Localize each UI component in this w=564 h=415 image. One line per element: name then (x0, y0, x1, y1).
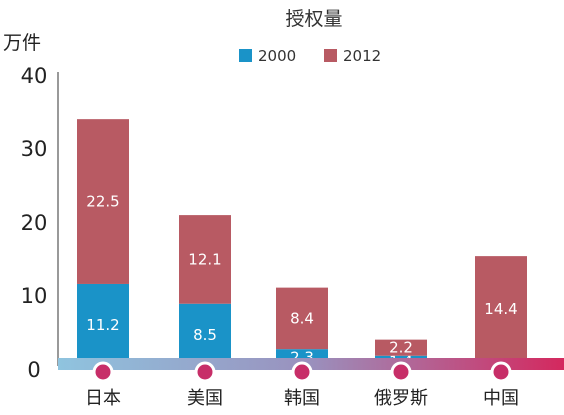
bars: 11.222.58.512.12.38.41.42.20.614.4 (77, 119, 527, 377)
x-category-label: 日本 (85, 388, 121, 409)
x-category-label: 中国 (483, 388, 519, 409)
data-label: 2.2 (389, 339, 413, 357)
legend-swatch-2000 (239, 49, 252, 62)
x-axis-labels: 日本 美国 韩国 俄罗斯 中国 (85, 388, 519, 409)
data-label: 22.5 (86, 193, 119, 211)
y-tick-label: 40 (21, 64, 48, 88)
data-label: 11.2 (86, 316, 119, 334)
category-markers (92, 361, 512, 383)
y-tick-label: 10 (21, 284, 48, 308)
category-marker-dot (95, 364, 111, 380)
legend: 2000 2012 (239, 47, 381, 65)
data-label: 8.5 (193, 326, 217, 344)
y-axis-unit: 万件 (3, 32, 41, 54)
y-tick-label: 0 (27, 358, 40, 382)
bar-segment-2012 (77, 119, 129, 284)
bar-segment-2012 (375, 339, 427, 356)
legend-label-2000: 2000 (258, 47, 296, 65)
chart-title: 授权量 (285, 8, 342, 30)
legend-swatch-2012 (324, 49, 337, 62)
data-label: 14.4 (484, 300, 517, 318)
category-marker-dot (393, 364, 409, 380)
data-label: 8.4 (290, 309, 314, 327)
category-marker-dot (493, 364, 509, 380)
category-marker-dot (197, 364, 213, 380)
bar-segment-2012 (475, 256, 527, 362)
baseline-band (58, 358, 564, 370)
bar-segment-2012 (179, 215, 231, 304)
data-label: 12.1 (188, 250, 221, 268)
x-category-label: 韩国 (284, 388, 320, 409)
bar-segment-2000 (77, 283, 129, 366)
category-marker-dot (294, 364, 310, 380)
y-tick-label: 20 (21, 211, 48, 235)
bar-segment-2012 (276, 287, 328, 350)
y-tick-label: 30 (21, 137, 48, 161)
legend-label-2012: 2012 (343, 47, 381, 65)
x-category-label: 美国 (187, 388, 223, 409)
y-axis-ticks: 0 10 20 30 40 (21, 64, 48, 382)
bar-segment-2000 (179, 303, 231, 366)
x-category-label: 俄罗斯 (374, 388, 428, 409)
